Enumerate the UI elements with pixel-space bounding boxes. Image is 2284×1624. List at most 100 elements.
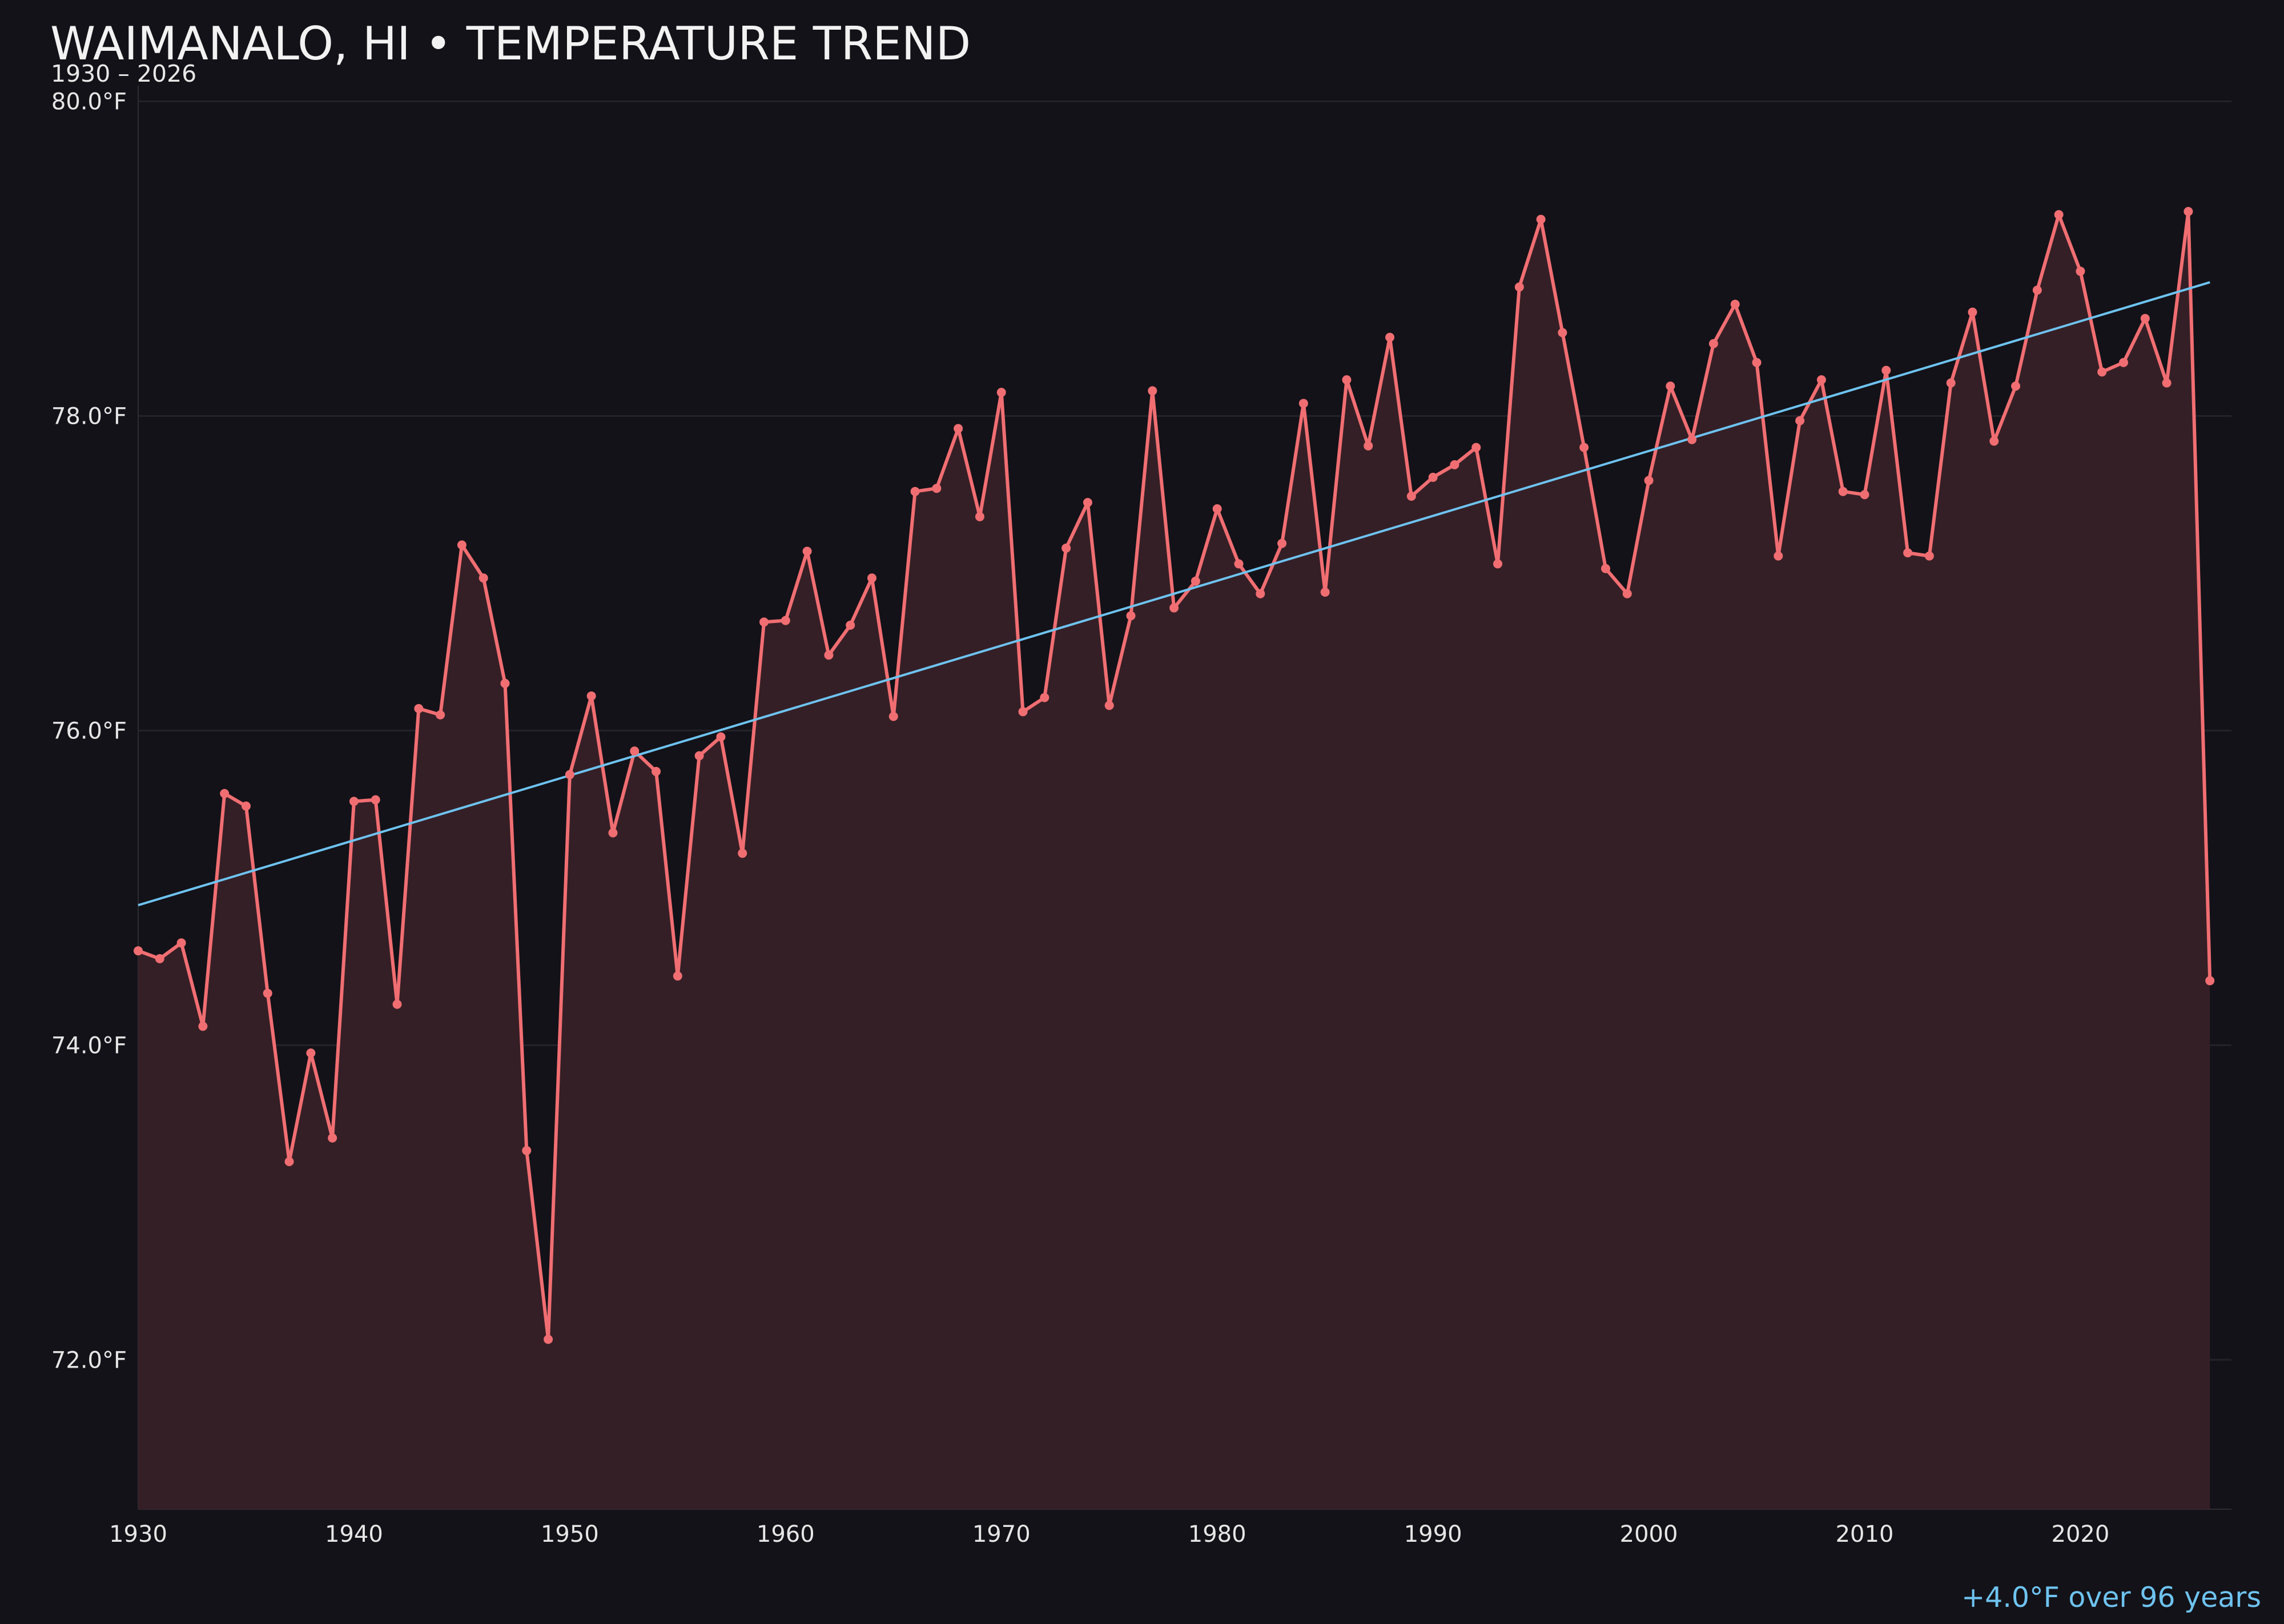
data-point (910, 487, 920, 496)
data-point (328, 1133, 337, 1143)
data-point (2076, 267, 2085, 276)
data-point (1450, 460, 1459, 469)
data-point (349, 797, 359, 806)
data-point (652, 767, 661, 777)
y-tick-label: 72.0°F (51, 1347, 127, 1373)
data-point (716, 732, 726, 742)
data-point (2162, 378, 2172, 388)
data-point (1946, 378, 1956, 388)
x-tick-label: 1970 (972, 1521, 1031, 1547)
data-point (1298, 399, 1308, 408)
x-tick-label: 1990 (1404, 1521, 1462, 1547)
data-point (198, 1022, 208, 1031)
axis-ticks: 72.0°F 74.0°F 76.0°F 78.0°F 80.0°F 1930 1940 19… (51, 89, 2109, 1547)
data-point (1277, 538, 1287, 548)
data-point (608, 828, 618, 838)
data-point (1752, 357, 1762, 367)
data-point (1924, 551, 1934, 561)
data-point (1989, 436, 1999, 446)
data-point (500, 678, 510, 688)
data-point (1644, 476, 1654, 485)
data-point (1148, 386, 1157, 396)
x-tick-label: 2000 (1620, 1521, 1678, 1547)
data-point (1040, 693, 1049, 702)
data-point (759, 617, 769, 627)
data-point (1406, 491, 1416, 501)
data-point (414, 704, 424, 713)
data-point (2184, 207, 2193, 216)
x-tick-label: 1940 (325, 1521, 383, 1547)
y-tick-label: 80.0°F (51, 89, 127, 115)
data-point (1018, 707, 1028, 717)
data-point (263, 988, 272, 998)
data-point (1730, 299, 1740, 309)
data-point (2119, 357, 2129, 367)
data-point (802, 546, 812, 556)
data-point (1816, 375, 1826, 385)
data-point (975, 512, 984, 521)
data-point (694, 751, 704, 761)
x-tick-label: 1980 (1188, 1521, 1246, 1547)
data-point (544, 1334, 553, 1344)
data-point (306, 1048, 316, 1058)
data-point (1579, 443, 1589, 452)
data-point (781, 616, 790, 625)
data-point (1342, 375, 1352, 385)
data-point (2011, 381, 2021, 391)
data-point (996, 388, 1006, 397)
data-point (1622, 589, 1632, 598)
data-point (457, 540, 467, 550)
data-point (565, 770, 574, 779)
data-point (867, 573, 876, 583)
data-point (2097, 367, 2107, 377)
data-point (371, 795, 380, 805)
data-point (738, 849, 747, 858)
data-point (155, 954, 164, 963)
data-point (1083, 497, 1092, 507)
data-point (1666, 381, 1675, 391)
data-point (176, 938, 186, 948)
x-tick-label: 2020 (2052, 1521, 2110, 1547)
data-point (1428, 472, 1438, 482)
data-points (134, 207, 2215, 1344)
data-point (2140, 313, 2150, 323)
trend-summary: +4.0°F over 96 years (1961, 1581, 2261, 1614)
data-point (1514, 282, 1524, 292)
data-point (846, 620, 855, 630)
data-point (1708, 339, 1718, 348)
x-tick-label: 1930 (109, 1521, 167, 1547)
data-point (1104, 701, 1114, 710)
data-point (1795, 416, 1805, 425)
data-point (1903, 548, 1913, 558)
data-point (436, 710, 445, 719)
data-point (586, 691, 596, 701)
data-point (1471, 443, 1481, 452)
data-point (1061, 543, 1071, 553)
x-tick-label: 2010 (1836, 1521, 1894, 1547)
data-point (2205, 976, 2215, 986)
data-point (1169, 603, 1179, 613)
data-point (241, 801, 251, 811)
data-point (932, 484, 942, 493)
x-tick-label: 1950 (541, 1521, 599, 1547)
data-point (1881, 365, 1891, 375)
data-point (1212, 504, 1222, 514)
data-point (1838, 487, 1848, 496)
data-point (478, 573, 488, 583)
data-point (2032, 286, 2042, 295)
y-tick-label: 76.0°F (51, 718, 127, 744)
data-point (630, 746, 640, 756)
chart-subtitle: 1930 – 2026 (51, 60, 197, 87)
x-tick-label: 1960 (757, 1521, 815, 1547)
data-point (888, 711, 898, 721)
data-point (284, 1157, 294, 1167)
data-point (1860, 490, 1869, 500)
data-point (1320, 588, 1330, 597)
data-point (1126, 611, 1136, 621)
data-point (392, 999, 402, 1009)
data-point (134, 946, 143, 956)
data-point (954, 424, 963, 433)
data-point (522, 1145, 532, 1155)
trend-line (138, 281, 2210, 907)
